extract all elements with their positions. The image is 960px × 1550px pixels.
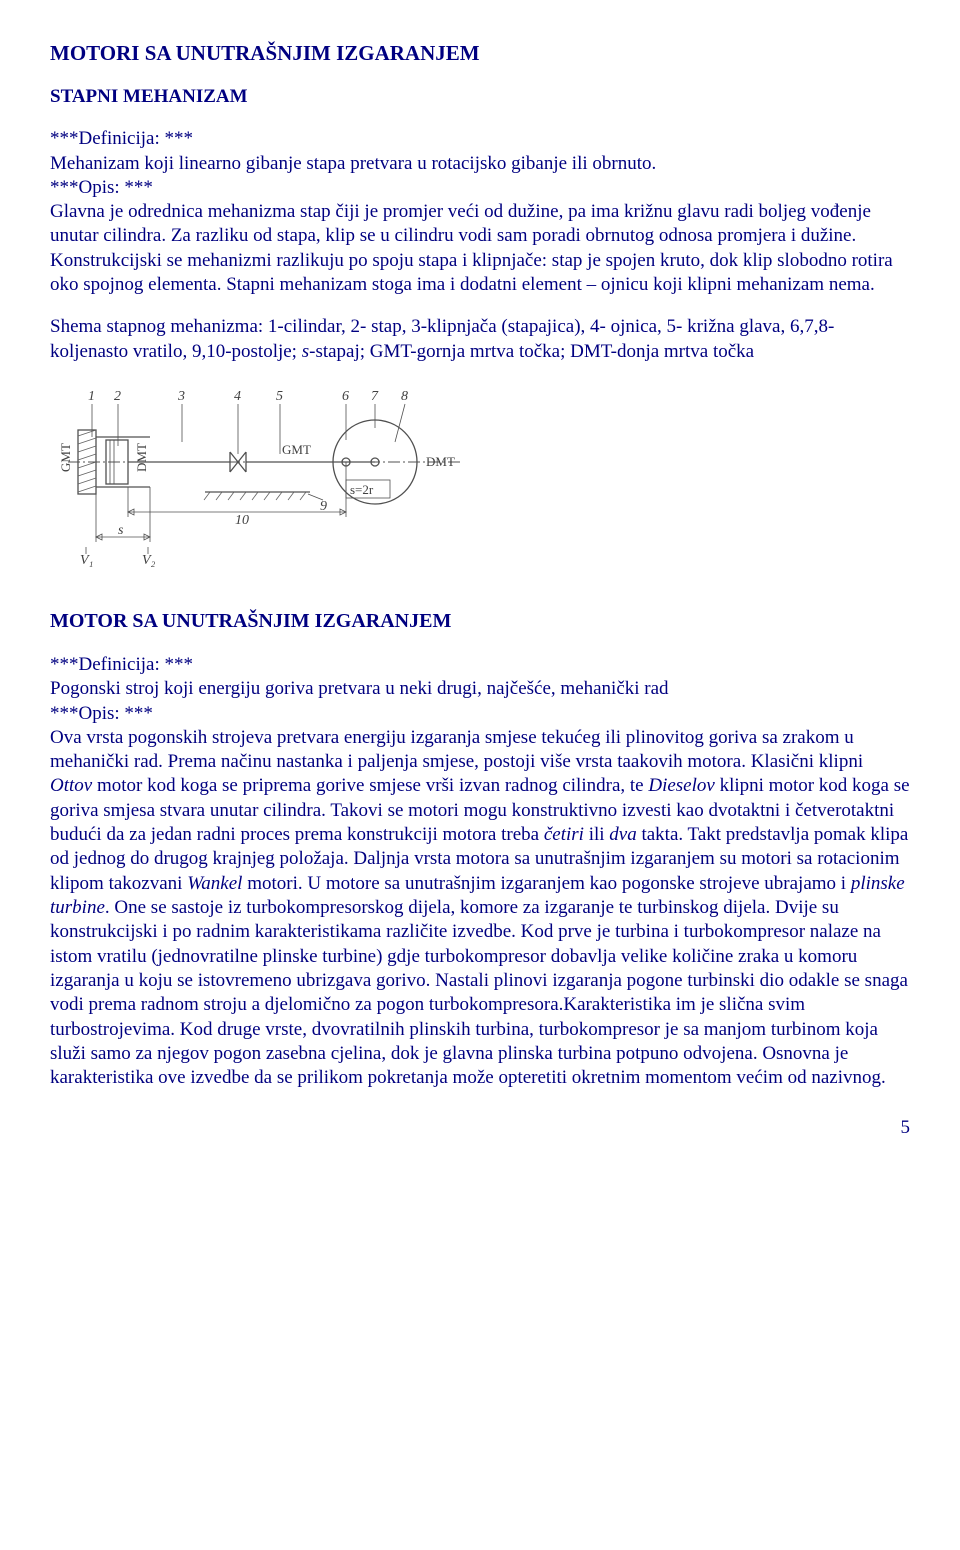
shema-caption: Shema stapnog mehanizma: 1-cilindar, 2- … [50, 315, 910, 364]
diagram-s: s [118, 523, 124, 538]
section2-heading: MOTOR SA UNUTRAŠNJIM IZGARANJEM [50, 609, 910, 635]
def-label: ***Definicija: *** [50, 128, 193, 149]
p6: motori. U motore sa unutrašnjim izgaranj… [242, 873, 850, 894]
diagram-v1: V₁ [80, 553, 93, 568]
def2-text: Pogonski stroj koji energiju goriva pret… [50, 678, 669, 699]
dva: dva [609, 824, 636, 845]
diagram-label-10: 10 [235, 513, 249, 528]
ottov: Ottov [50, 775, 92, 796]
opis-text: Glavna je odrednica mehanizma stap čiji … [50, 201, 893, 295]
p4: ili [584, 824, 609, 845]
shema-post: -stapaj; GMT-gornja mrtva točka; DMT-don… [309, 341, 754, 362]
diagram-v2: V₂ [142, 553, 156, 568]
p7: . One se sastoje iz turbokompresorskog d… [50, 897, 908, 1088]
p2: motor kod koga se priprema gorive smjese… [92, 775, 648, 796]
opis-label: ***Opis: *** [50, 177, 153, 198]
dieselov: Dieselov [648, 775, 714, 796]
diagram-label-7: 7 [371, 389, 379, 404]
def2-label: ***Definicija: *** [50, 654, 193, 675]
main-title: MOTORI SA UNUTRAŠNJIM IZGARANJEM [50, 40, 910, 67]
opis2-label: ***Opis: *** [50, 703, 153, 724]
shema-s: s [302, 341, 309, 362]
diagram-label-6: 6 [342, 389, 349, 404]
diagram-label-4: 4 [234, 389, 241, 404]
diagram-gmt-mid: GMT [282, 442, 311, 457]
diagram-svg: .lbl { font: italic 14px "Times New Roma… [50, 382, 480, 572]
diagram-dmt-left: DMT [134, 443, 149, 472]
diagram-gmt-left: GMT [58, 443, 73, 472]
diagram-label-3: 3 [177, 389, 185, 404]
def-text: Mehanizam koji linearno gibanje stapa pr… [50, 153, 656, 174]
mechanism-diagram: .lbl { font: italic 14px "Times New Roma… [50, 382, 910, 579]
section1-heading: STAPNI MEHANIZAM [50, 85, 910, 109]
diagram-s2r: s=2r [350, 482, 374, 497]
p1: Ova vrsta pogonskih strojeva pretvara en… [50, 727, 863, 772]
diagram-label-1: 1 [88, 389, 95, 404]
page-number: 5 [50, 1116, 910, 1140]
section1-definition: ***Definicija: *** Mehanizam koji linear… [50, 127, 910, 297]
diagram-dmt-right: DMT [426, 454, 455, 469]
diagram-label-8: 8 [401, 389, 408, 404]
diagram-label-2: 2 [114, 389, 121, 404]
cetiri: četiri [544, 824, 584, 845]
diagram-label-5: 5 [276, 389, 283, 404]
wankel: Wankel [187, 873, 242, 894]
section2-body: ***Definicija: *** Pogonski stroj koji e… [50, 653, 910, 1091]
